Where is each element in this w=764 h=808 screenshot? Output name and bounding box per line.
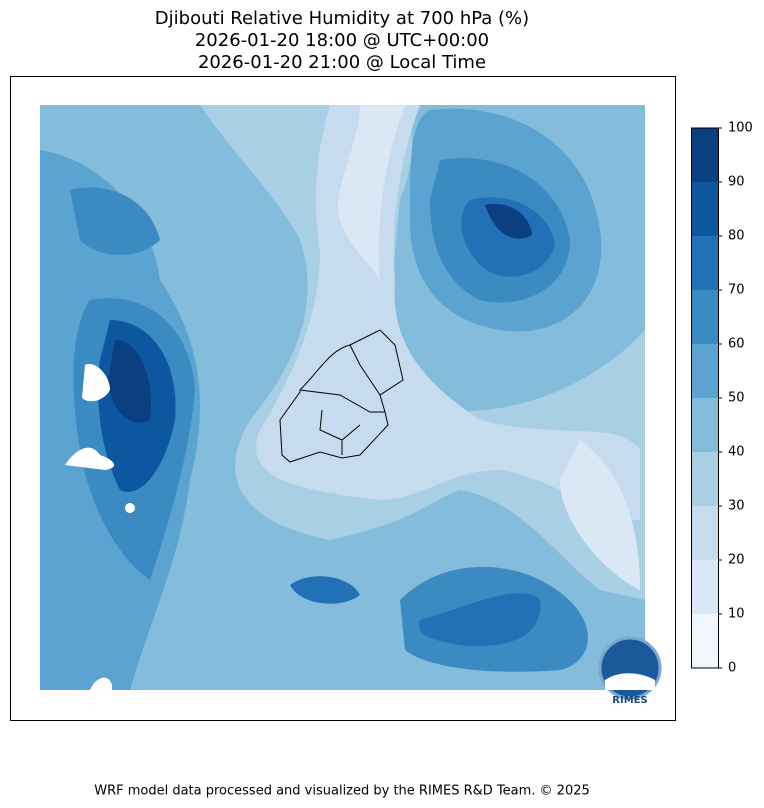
colorbar-bin — [691, 560, 718, 614]
title-line: Djibouti Relative Humidity at 700 hPa (%… — [155, 8, 529, 29]
humidity-field — [40, 105, 645, 690]
colorbar: 0 10 20 30 40 50 60 70 80 90 100 — [691, 121, 753, 676]
colorbar-bin — [691, 398, 718, 452]
colorbar-tick-label: 60 — [728, 337, 745, 352]
logo: RIMES — [598, 636, 662, 706]
colorbar-tick-label: 30 — [728, 499, 745, 514]
country-outline — [279, 329, 404, 463]
colorbar-tick-label: 0 — [728, 661, 736, 676]
colorbar-bin — [691, 452, 718, 506]
colorbar-tick-label: 100 — [728, 121, 753, 136]
colorbar-tick-label: 40 — [728, 445, 745, 460]
colorbar-tick-label: 80 — [728, 229, 745, 244]
colorbar-bin — [691, 128, 718, 182]
colorbar-bin — [691, 290, 718, 344]
title-line: 2026-01-20 21:00 @ Local Time — [198, 52, 486, 73]
colorbar-bin — [691, 614, 718, 668]
colorbar-bin — [691, 344, 718, 398]
colorbar-tick-label: 50 — [728, 391, 745, 406]
colorbar-tick-label: 70 — [728, 283, 745, 298]
colorbar-bin — [691, 182, 718, 236]
logo-text: RIMES — [612, 695, 647, 706]
colorbar-tick-label: 10 — [728, 607, 745, 622]
colorbar-bin — [691, 506, 718, 560]
colorbar-tick-label: 90 — [728, 175, 745, 190]
footer: WRF model data processed and visualized … — [94, 784, 590, 799]
colorbar-bin — [691, 236, 718, 290]
colorbar-tick-label: 20 — [728, 553, 745, 568]
title-line: 2026-01-20 18:00 @ UTC+00:00 — [195, 30, 489, 51]
